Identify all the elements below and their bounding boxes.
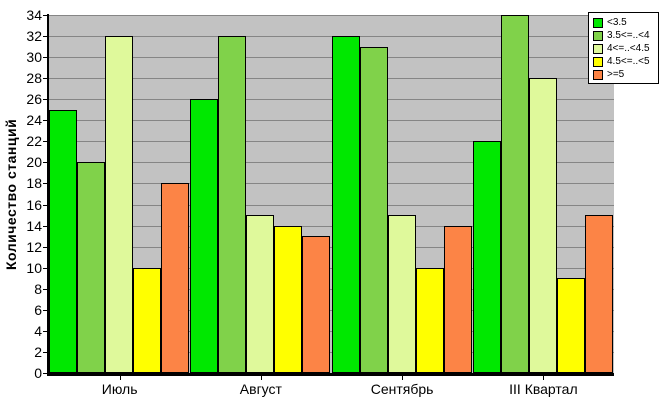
bar [556,278,585,373]
x-category-label: Август [239,381,282,397]
y-tick-mark [43,373,47,374]
x-category-label: III Квартал [509,381,578,397]
y-tick-mark [43,99,47,101]
bar [274,226,303,373]
legend-label: 4<=..<4.5 [607,43,650,54]
bar [359,47,388,373]
y-tick-label: 6 [34,301,42,318]
y-tick-mark [43,183,47,185]
y-tick-mark [43,267,47,269]
x-tick-mark [119,376,121,380]
bar [246,215,275,373]
gridline [49,15,614,16]
bar [161,183,189,373]
bar [133,268,161,373]
bar [49,110,77,373]
x-tick-mark [260,376,262,380]
y-tick-mark [43,351,47,353]
y-tick-mark [43,288,47,290]
y-tick-mark [43,162,47,164]
bar [415,268,444,373]
bar [331,36,360,373]
x-category-label: Июль [101,381,138,397]
x-category-label: Сентябрь [370,381,434,397]
y-axis-line [47,14,49,376]
y-tick-label: 8 [34,280,42,297]
legend-label: >=5 [607,69,625,80]
bar [105,36,133,373]
y-tick-mark [43,78,47,80]
legend-item: >=5 [593,68,655,81]
legend-swatch-icon [593,17,603,28]
legend-swatch-icon [593,43,603,54]
legend: <3.5 3.5<=..<4 4<=..<4.5 4.5<=..<5 >=5 [588,12,659,84]
bar [218,36,247,373]
y-tick-mark [43,15,47,16]
y-axis-title: Количество станций [3,118,19,270]
y-tick-mark [43,246,47,248]
y-tick-label: 28 [26,70,42,87]
y-tick-mark [43,57,47,59]
y-tick-label: 10 [26,259,42,276]
y-tick-label: 18 [26,175,42,192]
bar [387,215,416,373]
x-tick-mark [543,376,545,380]
legend-label: <3.5 [607,17,627,28]
y-tick-label: 32 [26,28,42,45]
x-tick-mark [402,376,404,380]
legend-item: 3.5<=..<4 [593,29,655,42]
y-tick-label: 12 [26,238,42,255]
y-tick-label: 24 [26,112,42,129]
y-tick-mark [43,120,47,122]
plot-area [49,15,614,373]
x-axis-line [47,373,614,376]
y-tick-mark [43,225,47,227]
legend-item: <3.5 [593,16,655,29]
y-tick-label: 16 [26,196,42,213]
bar [443,226,472,373]
bar [584,215,613,373]
y-tick-label: 20 [26,154,42,171]
bar [190,99,219,373]
bar [500,15,529,373]
y-tick-label: 22 [26,133,42,150]
bar [472,141,501,373]
legend-swatch-icon [593,69,603,80]
y-tick-mark [43,141,47,143]
y-tick-mark [43,309,47,311]
y-tick-label: 26 [26,91,42,108]
y-tick-mark [43,330,47,332]
legend-swatch-icon [593,30,603,41]
legend-label: 4.5<=..<5 [607,56,650,67]
bar [302,236,331,373]
y-tick-label: 30 [26,49,42,66]
y-tick-label: 14 [26,217,42,234]
bar [528,78,557,373]
y-tick-mark [43,204,47,206]
legend-swatch-icon [593,56,603,67]
bar [77,162,105,373]
y-tick-label: 2 [34,343,42,360]
legend-label: 3.5<=..<4 [607,30,650,41]
legend-item: 4.5<=..<5 [593,55,655,68]
y-tick-label: 34 [26,7,42,23]
y-tick-label: 4 [34,322,42,339]
legend-item: 4<=..<4.5 [593,42,655,55]
y-tick-label: 0 [34,365,42,381]
y-tick-mark [43,36,47,38]
